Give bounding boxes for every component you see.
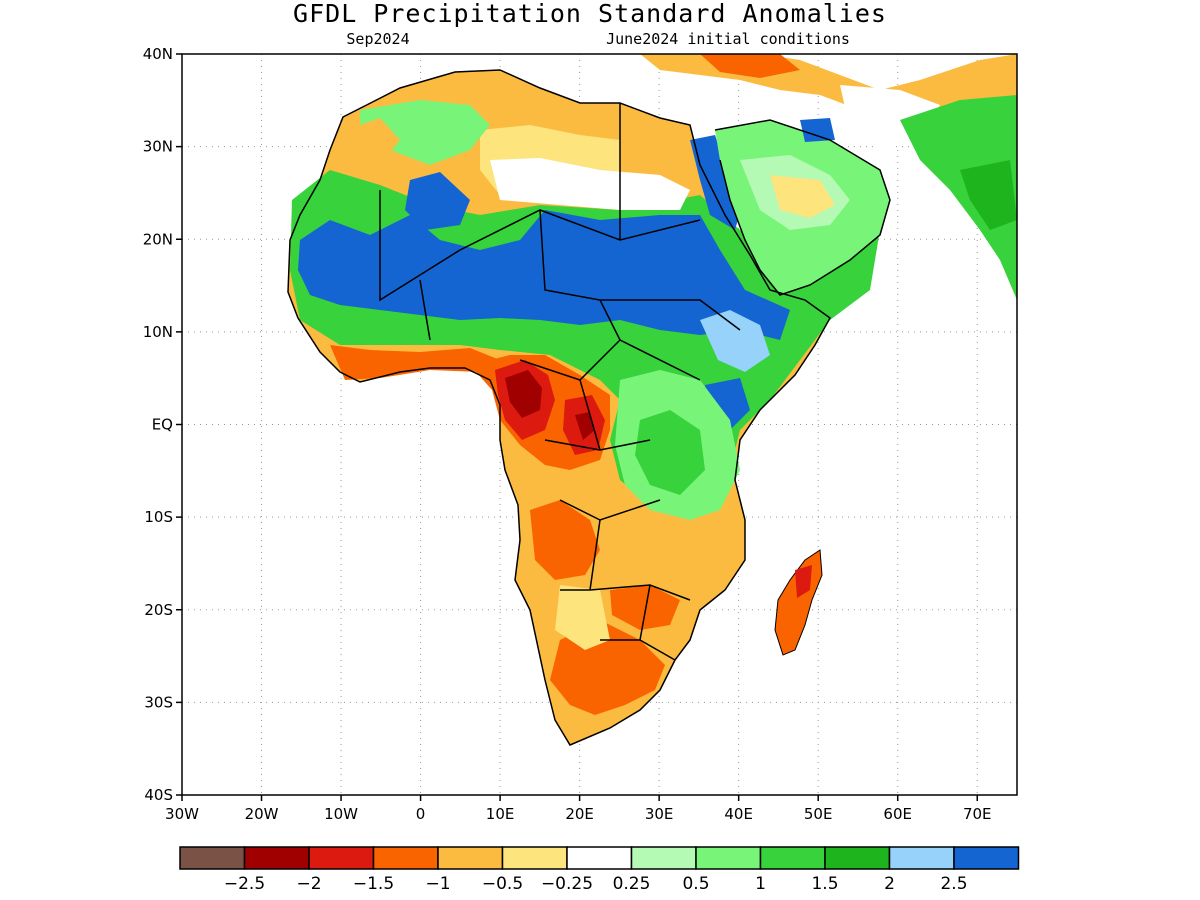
lat-tick-label: 30S (144, 693, 173, 711)
lon-tick-label: 20W (245, 805, 279, 823)
colorbar-swatch (824, 846, 891, 870)
lon-tick-label: 20E (565, 805, 594, 823)
colorbar-label: −1.5 (353, 874, 394, 894)
gabon-extreme-dry-core (505, 370, 542, 418)
angola-dry-patch (530, 500, 600, 580)
lon-tick-label: 0 (416, 805, 426, 823)
colorbar-label: −0.25 (541, 874, 593, 894)
colorbar-swatch (888, 846, 955, 870)
coastlines-and-borders (287, 69, 891, 746)
west-sahara-very-wet-patch (405, 172, 470, 230)
colorbar-swatch (630, 846, 697, 870)
congo-extreme-dry-core (575, 412, 595, 440)
southern-africa-light-patch (555, 585, 610, 650)
colorbar-label: 2 (884, 874, 895, 894)
initial-conditions-label: June2024 initial conditions (606, 30, 850, 48)
colorbar-label: −1 (425, 874, 450, 894)
colorbar-label: 2.5 (940, 874, 967, 894)
colorbar-label: −2 (296, 874, 321, 894)
colorbar-swatch (308, 846, 375, 870)
lat-tick-label: 20N (143, 230, 173, 248)
lon-tick-label: 30E (645, 805, 674, 823)
colorbar-label: 0.25 (613, 874, 651, 894)
lon-tick-label: 50E (804, 805, 833, 823)
south-asia-very-wet-patch (960, 160, 1017, 230)
south-asia-wet-zone (900, 95, 1017, 300)
colorbar-swatch (179, 846, 246, 870)
lon-tick-label: 10W (324, 805, 358, 823)
colorbar-label: −0.5 (482, 874, 523, 894)
colorbar-swatch (953, 846, 1020, 870)
horn-light-wet-patch (700, 310, 770, 372)
lat-tick-label: EQ (152, 416, 173, 434)
lat-tick-label: 10N (143, 323, 173, 341)
lon-tick-label: 40E (724, 805, 753, 823)
colorbar-swatch (695, 846, 762, 870)
colorbar-swatch (243, 846, 310, 870)
colorbar-label: −2.5 (224, 874, 265, 894)
colorbar-label: 1 (755, 874, 766, 894)
lat-tick-label: 30N (143, 138, 173, 156)
colorbar-swatch (566, 846, 633, 870)
map-title: GFDL Precipitation Standard Anomalies (293, 0, 887, 28)
lat-tick-label: 40S (144, 786, 173, 804)
lon-tick-label: 30W (165, 805, 199, 823)
colorbar: −2.5 −2 −1.5 −1 −0.5 −0.25 0.25 0.5 1 1.5 2 2.5 (179, 846, 1020, 894)
arabia-slight-dry-zone (770, 175, 835, 218)
colorbar-label: 1.5 (811, 874, 838, 894)
lat-tick-label: 40N (143, 45, 173, 63)
lon-tick-label: 70E (963, 805, 992, 823)
lon-tick-label: 60E (883, 805, 912, 823)
madagascar-dry-core (795, 565, 812, 598)
lat-tick-label: 20S (144, 601, 173, 619)
map-plot-area (182, 54, 1017, 795)
longitude-axis: 30W 20W 10W 0 10E 20E 30E 40E 50E 60E 70E (165, 795, 992, 823)
colorbar-swatch (501, 846, 568, 870)
nile-very-wet-patch (690, 135, 745, 230)
turkey-dry-core (700, 54, 800, 78)
guinea-coast-dry-band (330, 345, 500, 380)
arabia-very-wet-patch (800, 118, 835, 142)
lake-region-wet-patch (635, 410, 705, 495)
botswana-dry-patch (610, 585, 680, 630)
valid-month-label: Sep2024 (346, 30, 409, 48)
maghreb-dry-patch (345, 118, 400, 165)
lat-tick-label: 10S (144, 508, 173, 526)
colorbar-swatch (372, 846, 439, 870)
colorbar-swatch (759, 846, 826, 870)
libya-white-zone (490, 158, 690, 210)
colorbar-label: 0.5 (682, 874, 709, 894)
colorbar-swatch (437, 846, 504, 870)
latitude-axis: 40N 30N 20N 10N EQ 10S 20S 30S 40S (143, 45, 182, 804)
lon-tick-label: 10E (486, 805, 515, 823)
